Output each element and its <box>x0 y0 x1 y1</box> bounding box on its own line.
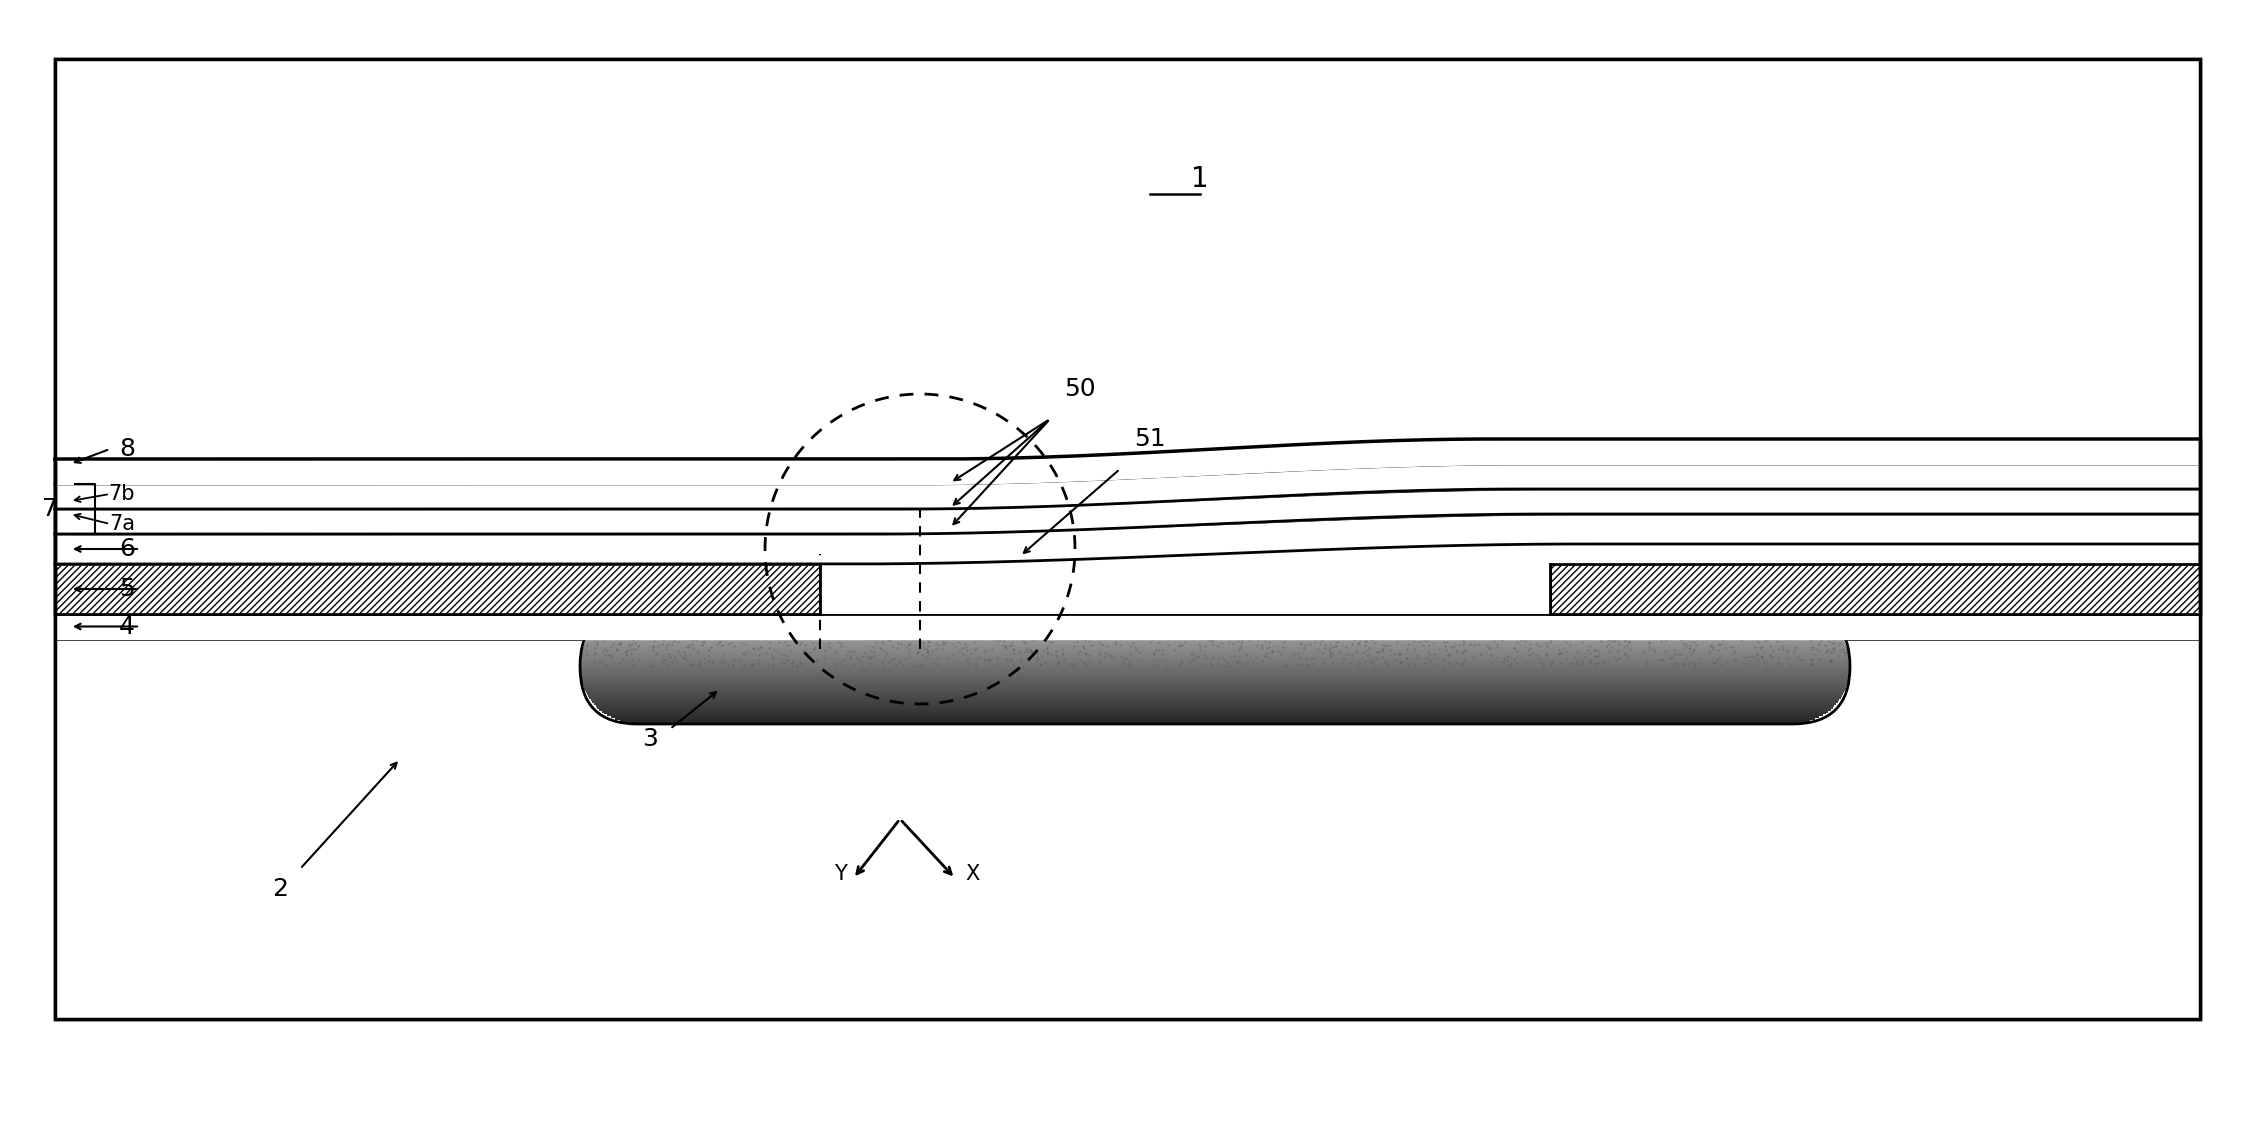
Bar <box>583 649 1847 652</box>
Bar <box>580 653 1849 655</box>
Bar <box>585 644 1847 646</box>
Bar <box>580 671 1849 672</box>
Bar <box>605 713 1826 714</box>
Bar <box>580 674 1849 677</box>
Bar <box>627 722 1804 724</box>
Bar <box>580 664 1851 666</box>
Bar <box>583 647 1847 649</box>
Bar <box>598 707 1833 708</box>
Bar <box>614 613 1815 615</box>
Bar <box>610 716 1820 719</box>
Bar <box>619 720 1811 722</box>
Bar <box>594 629 1835 630</box>
Text: 4: 4 <box>119 615 134 639</box>
Bar <box>614 719 1815 720</box>
Bar <box>598 624 1833 626</box>
Bar <box>56 564 820 614</box>
Text: Y: Y <box>834 865 847 884</box>
Bar <box>598 708 1831 711</box>
Text: 7: 7 <box>43 497 58 521</box>
Bar <box>607 616 1822 618</box>
Bar <box>580 655 1849 657</box>
Bar <box>592 632 1840 634</box>
Bar <box>592 630 1838 632</box>
Bar <box>583 680 1849 682</box>
Bar <box>820 564 1551 614</box>
Bar <box>587 640 1844 641</box>
Bar <box>619 611 1811 613</box>
Bar <box>596 705 1835 707</box>
Bar <box>1551 564 2201 614</box>
Bar <box>580 661 1849 663</box>
Bar <box>607 714 1822 716</box>
Bar <box>592 700 1838 703</box>
Bar <box>603 621 1829 622</box>
Bar <box>583 682 1847 683</box>
Bar <box>585 641 1844 644</box>
Text: 3: 3 <box>643 727 659 751</box>
Bar <box>589 636 1842 638</box>
Bar <box>587 638 1842 640</box>
Text: 5: 5 <box>119 577 134 601</box>
Bar <box>627 609 1804 611</box>
Bar <box>589 695 1842 697</box>
Bar <box>605 618 1826 621</box>
Bar <box>603 711 1829 713</box>
Text: 51: 51 <box>1134 427 1165 451</box>
Bar <box>583 652 1849 653</box>
Text: 7b: 7b <box>108 484 134 503</box>
Bar <box>580 663 1849 664</box>
Bar <box>585 689 1844 691</box>
Bar <box>589 697 1840 699</box>
Bar <box>580 678 1849 680</box>
Bar <box>598 622 1831 624</box>
Text: 7a: 7a <box>110 514 134 534</box>
Bar <box>587 694 1842 695</box>
Bar <box>580 672 1849 674</box>
Bar <box>589 634 1840 636</box>
Text: 50: 50 <box>1064 377 1096 401</box>
Bar <box>583 683 1847 686</box>
Bar <box>580 677 1849 678</box>
Bar <box>594 703 1835 705</box>
Bar <box>585 688 1847 689</box>
Text: 2: 2 <box>271 877 289 901</box>
Bar <box>56 59 2201 1019</box>
Bar <box>583 646 1847 647</box>
Bar <box>580 669 1849 671</box>
Text: 8: 8 <box>119 437 134 461</box>
Bar <box>56 639 2201 1019</box>
Bar <box>583 686 1847 688</box>
Bar <box>580 666 1851 669</box>
Bar <box>610 615 1820 616</box>
Text: 1: 1 <box>1192 165 1208 192</box>
Bar <box>580 658 1849 661</box>
Bar <box>580 657 1849 658</box>
Text: X: X <box>966 865 979 884</box>
Bar <box>596 626 1835 629</box>
Bar <box>56 59 2201 1019</box>
Bar <box>587 691 1844 694</box>
Bar <box>592 699 1840 700</box>
Text: 6: 6 <box>119 536 134 562</box>
